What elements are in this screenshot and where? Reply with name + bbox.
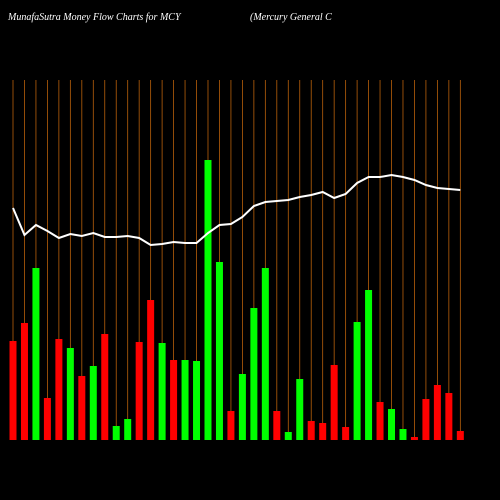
bar [170,360,178,440]
bar [330,365,338,440]
bar [250,308,258,440]
bar [66,348,74,440]
bar [433,385,441,440]
bar [55,339,63,440]
bar [445,393,453,440]
bar [78,376,86,440]
chart-title: MunafaSutra Money Flow Charts for MCY [7,12,182,23]
bar [112,426,120,440]
bar [296,379,304,440]
bar [422,399,430,440]
bar [89,366,97,440]
bar [388,409,396,440]
bar [399,429,407,440]
bar [101,334,109,440]
bar [9,341,17,440]
bar [353,322,361,440]
bar [365,290,373,440]
bar [124,419,132,440]
bar [261,268,269,440]
bar [319,423,327,440]
bar [284,432,292,440]
bar [147,300,155,440]
bar [32,268,40,440]
money-flow-line [12,173,461,247]
bar [227,411,235,440]
bar [410,437,418,440]
bar [273,411,281,440]
bar [204,160,212,440]
bar [158,343,166,440]
bar [342,427,350,440]
bar [20,323,28,440]
bar [193,361,201,440]
bar [135,342,143,440]
bar [238,374,246,440]
chart-subtitle: (Mercury General C [250,12,332,23]
bar [181,360,189,440]
bar [456,431,464,440]
bar [43,398,51,440]
bar [307,421,315,440]
bar [215,262,223,440]
bar [376,402,384,440]
